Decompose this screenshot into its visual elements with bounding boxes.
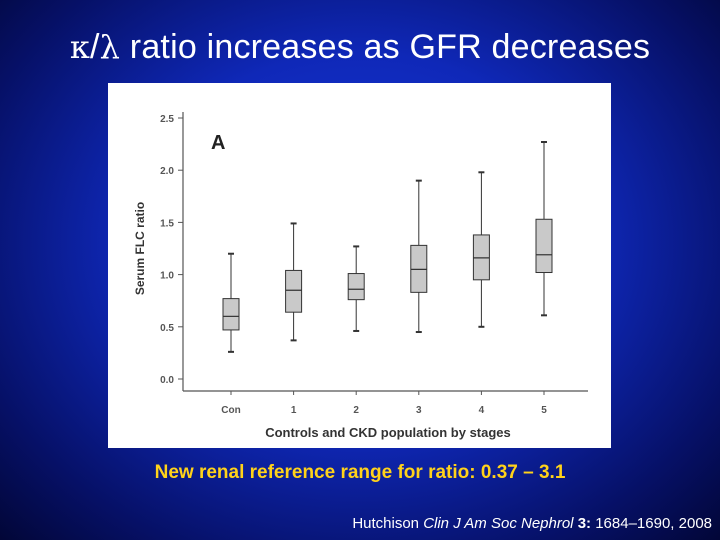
x-tick-label: 3 — [416, 405, 422, 416]
chart-panel: 0.0 0.5 1.0 1.5 2.0 2.5 Serum FLC ratio Control… — [108, 83, 611, 448]
citation-author: Hutchison — [352, 515, 424, 532]
citation-pages: 1684–1690, 2008 — [591, 515, 712, 532]
reference-range-note: New renal reference range for ratio: 0.3… — [154, 462, 566, 483]
y-tick-label: 0.5 — [160, 323, 174, 334]
title-text: ratio increases as GFR decreases — [120, 28, 651, 66]
citation-journal: Clin J Am Soc Nephrol — [423, 515, 574, 532]
y-tick-label: 2.5 — [160, 114, 174, 125]
title-slash: / — [90, 28, 100, 66]
slide-title: κ/λ ratio increases as GFR decreases — [0, 28, 720, 67]
boxplot-chart: 0.0 0.5 1.0 1.5 2.0 2.5 Serum FLC ratio Control… — [133, 112, 588, 440]
box-iqr — [222, 298, 240, 331]
kappa-symbol: κ — [69, 28, 91, 66]
box-iqr — [347, 273, 365, 301]
panel-label: A — [211, 132, 225, 154]
box-iqr — [535, 218, 553, 274]
lambda-symbol: λ — [99, 28, 121, 66]
x-tick-label: Con — [221, 405, 240, 416]
box-iqr — [285, 269, 303, 313]
y-tick-label: 1.5 — [160, 218, 174, 229]
x-tick-label: 4 — [479, 405, 485, 416]
y-tick-label: 1.0 — [160, 271, 174, 282]
y-tick-label: 2.0 — [160, 166, 174, 177]
x-tick-label: 1 — [291, 405, 297, 416]
citation-volume: 3: — [573, 515, 592, 532]
x-tick-label: 5 — [541, 405, 547, 416]
x-axis-title: Controls and CKD population by stages — [265, 425, 511, 440]
x-tick-label: 2 — [353, 405, 359, 416]
citation: Hutchison Clin J Am Soc Nephrol 3: 1684–… — [352, 515, 712, 532]
y-tick-label: 0.0 — [160, 375, 174, 386]
y-axis-title: Serum FLC ratio — [133, 202, 147, 295]
